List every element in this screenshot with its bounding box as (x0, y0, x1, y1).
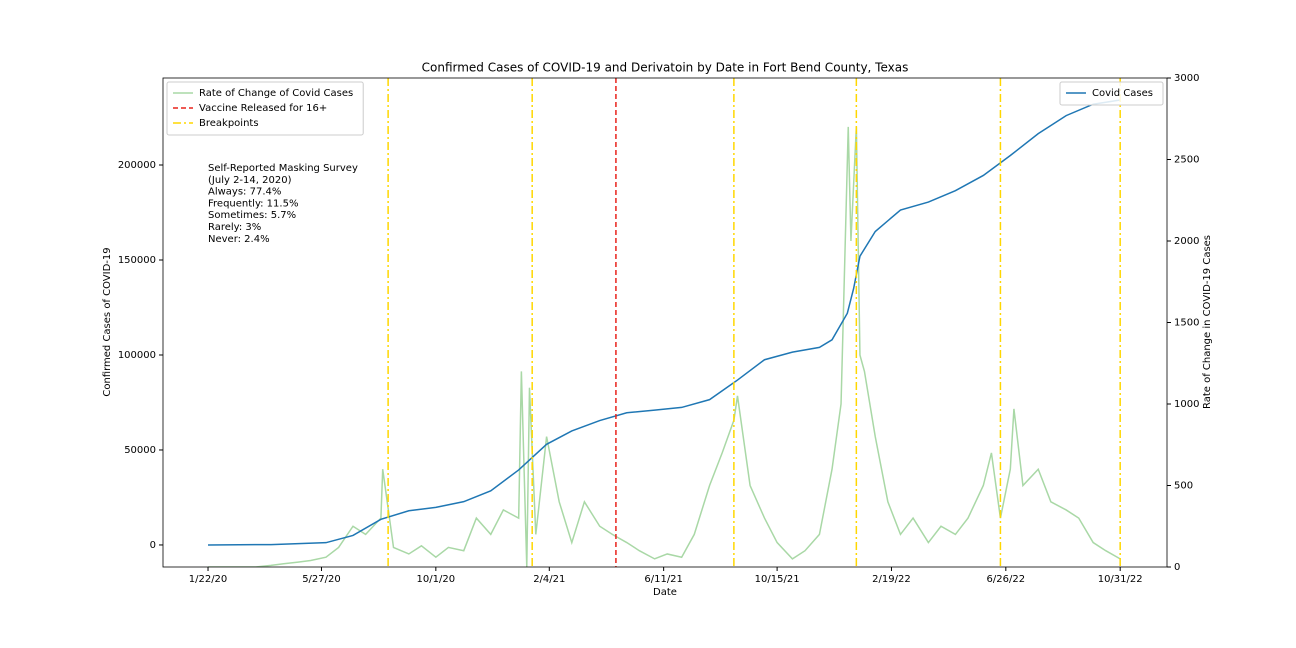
y-tick-label: 200000 (118, 160, 156, 171)
annotation: Never: 2.4% (208, 234, 270, 245)
annotation: (July 2-14, 2020) (208, 175, 292, 186)
y-axis-label: Confirmed Cases of COVID-19 (102, 247, 113, 396)
x-tick-label: 10/1/20 (417, 574, 456, 585)
data-line (208, 126, 1121, 567)
y2-tick-label: 500 (1174, 481, 1193, 492)
x-tick-label: 5/27/20 (302, 574, 341, 585)
x-tick-label: 10/15/21 (755, 574, 800, 585)
annotation: Always: 77.4% (208, 187, 281, 198)
x-tick-label: 1/22/20 (189, 574, 228, 585)
legend-frame (166, 81, 364, 136)
x-tick-label: 2/19/22 (872, 574, 911, 585)
legend-frame (1059, 81, 1164, 106)
y-tick-label: 50000 (124, 445, 156, 456)
legend-label: Vaccine Released for 16+ (199, 103, 327, 114)
y2-tick-label: 2000 (1174, 236, 1199, 247)
y-tick-label: 100000 (118, 350, 156, 361)
x-tick-label: 6/11/21 (644, 574, 683, 585)
annotation: Sometimes: 5.7% (208, 210, 296, 221)
data-line (208, 99, 1121, 546)
y2-tick-label: 2500 (1174, 155, 1199, 166)
y2-tick-label: 3000 (1174, 73, 1199, 84)
y2-tick-label: 1000 (1174, 399, 1199, 410)
x-tick-label: 6/26/22 (987, 574, 1026, 585)
y-tick-label: 0 (150, 540, 156, 551)
annotation: Frequently: 11.5% (208, 198, 298, 209)
y2-tick-label: 0 (1174, 562, 1180, 573)
y-tick-label: 150000 (118, 255, 156, 266)
annotation: Self-Reported Masking Survey (208, 163, 358, 174)
x-axis-label: Date (653, 587, 677, 598)
y2-axis-label: Rate of Change in COVID-19 Cases (1202, 235, 1213, 409)
annotation: Rarely: 3% (208, 222, 261, 233)
legend: Rate of Change of Covid Cases Vaccine Rel… (166, 81, 364, 136)
x-tick-label: 2/4/21 (533, 574, 565, 585)
legend-label: Breakpoints (199, 118, 259, 129)
legend-label: Covid Cases (1092, 88, 1153, 99)
y2-tick-label: 1500 (1174, 318, 1199, 329)
chart-title: Confirmed Cases of COVID-19 and Derivato… (422, 61, 909, 75)
legend-label: Rate of Change of Covid Cases (199, 88, 353, 99)
legend: Covid Cases (1059, 81, 1164, 106)
plot-area (208, 78, 1121, 567)
x-tick-label: 10/31/22 (1098, 574, 1143, 585)
